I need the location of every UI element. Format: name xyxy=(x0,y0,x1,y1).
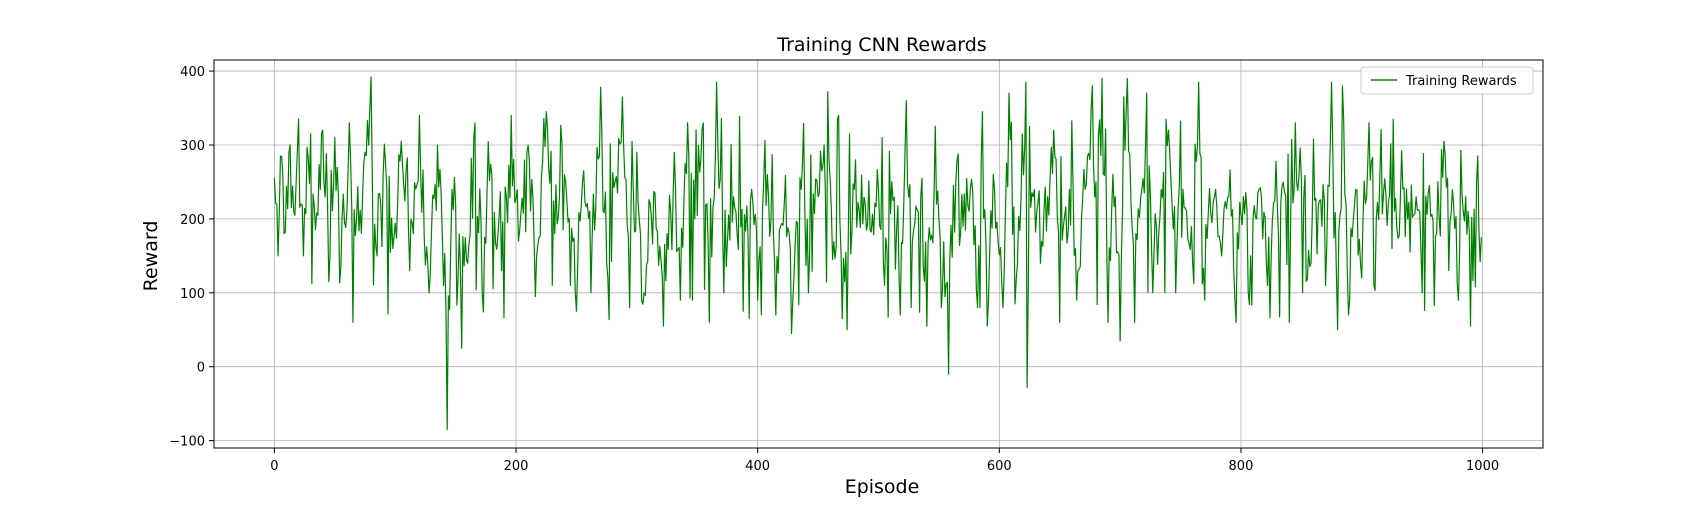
legend-label-training-rewards: Training Rewards xyxy=(1405,74,1517,89)
y-tick-label-400: 400 xyxy=(180,65,205,80)
legend: Training Rewards xyxy=(1360,66,1534,95)
y-tick-label-200: 200 xyxy=(180,213,205,228)
x-tick-label-600: 600 xyxy=(987,459,1012,474)
plot-frame xyxy=(213,59,1544,449)
x-tick-label-1000: 1000 xyxy=(1466,459,1499,474)
x-tick-label-200: 200 xyxy=(504,459,529,474)
chart-title: Training CNN Rewards xyxy=(776,34,986,56)
y-axis-title: Reward xyxy=(140,221,162,292)
series-line-0 xyxy=(273,76,1482,431)
x-tick-label-0: 0 xyxy=(270,459,278,474)
axes-layer: 0 200 400 600 800 1000 −100 0 100 200 300 400 xyxy=(169,59,1544,474)
y-tick-label-100: 100 xyxy=(180,287,205,302)
x-axis-title: Episode xyxy=(845,476,920,498)
y-tick-label-0: 0 xyxy=(197,361,205,376)
y-tick-label-300: 300 xyxy=(180,139,205,154)
x-tick-label-400: 400 xyxy=(745,459,770,474)
y-tick-label--100: −100 xyxy=(169,435,205,450)
legend-box xyxy=(1360,66,1534,95)
series-layer xyxy=(273,76,1482,431)
x-tick-label-800: 800 xyxy=(1229,459,1254,474)
